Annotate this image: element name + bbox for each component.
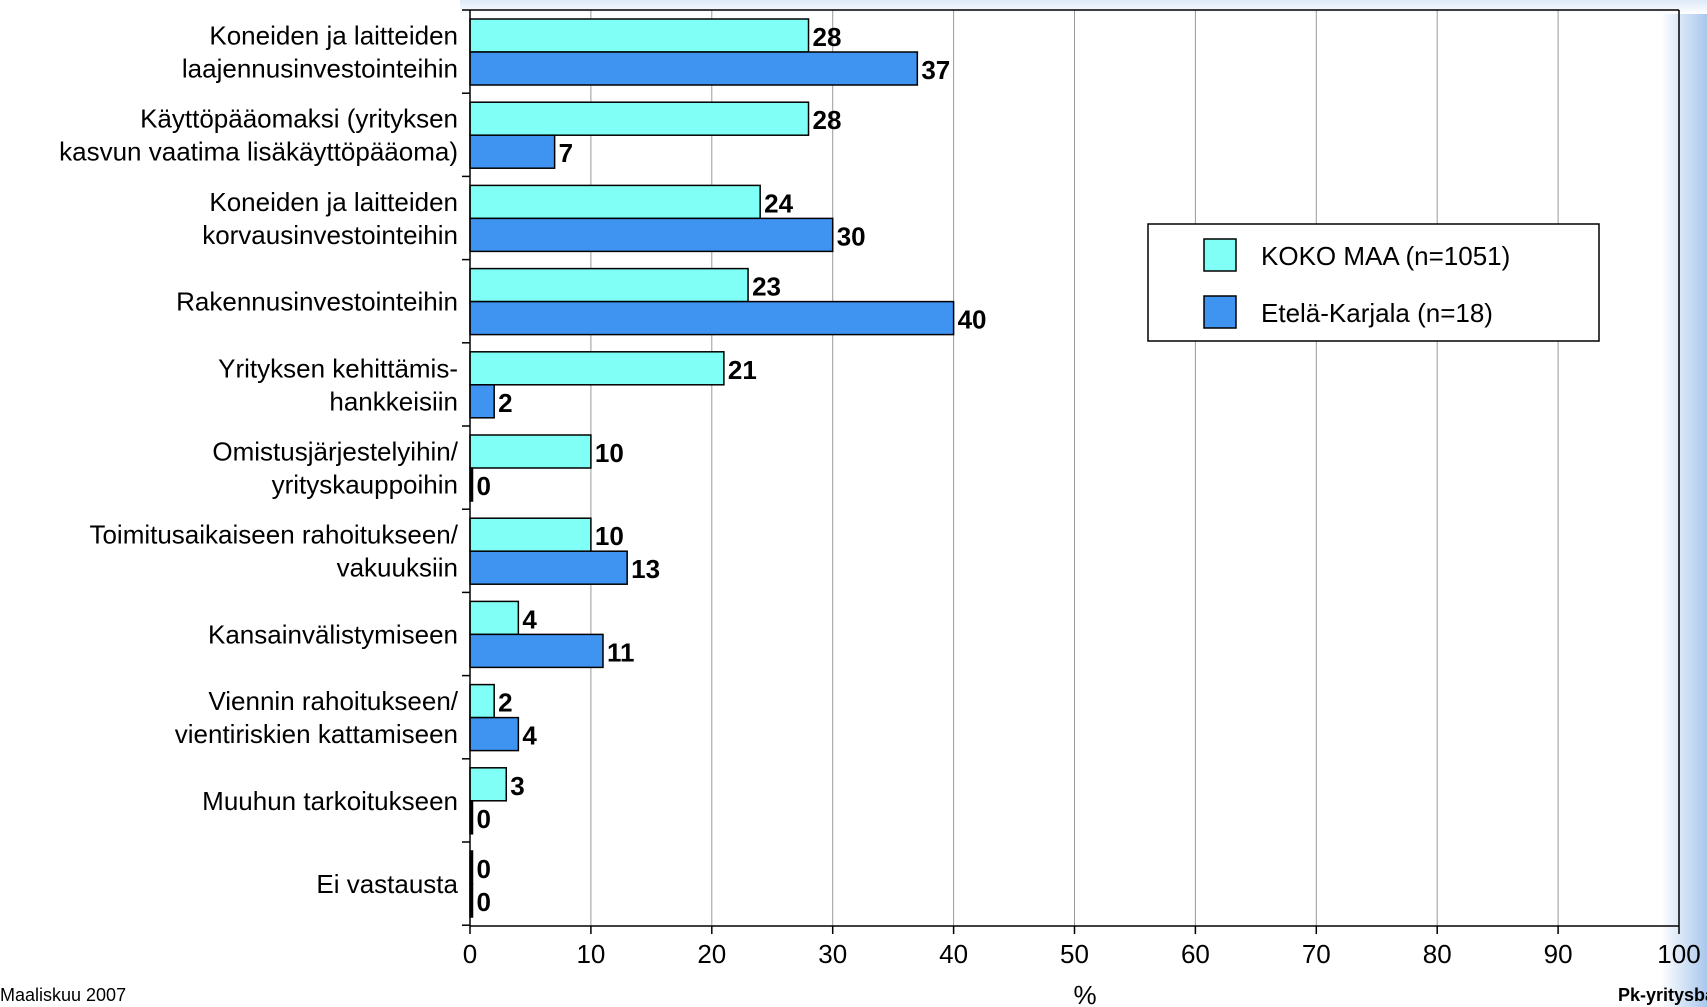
category-label: Muuhun tarkoitukseen: [202, 786, 458, 816]
bar: [469, 384, 495, 419]
data-label: 40: [958, 305, 987, 335]
data-label: 11: [607, 637, 635, 667]
bar: [469, 184, 761, 220]
grid-lines: [590, 10, 1680, 926]
x-tick-label: 80: [1423, 939, 1452, 969]
category-label: Omistusjärjestelyihin/: [212, 437, 458, 467]
data-label: 2: [498, 688, 512, 718]
data-label: 37: [921, 55, 950, 85]
legend: KOKO MAA (n=1051) Etelä-Karjala (n=18): [1147, 223, 1600, 342]
bar: [469, 351, 725, 386]
data-label: 4: [522, 721, 537, 751]
x-tick-label: 70: [1302, 939, 1331, 969]
x-axis-label: %: [1073, 980, 1096, 1007]
category-label: laajennusinvestointeihin: [182, 54, 458, 84]
x-tick-label: 10: [576, 939, 605, 969]
bars: [469, 18, 955, 918]
legend-swatch-etela-karjala: [1203, 295, 1237, 329]
x-tick-label: 60: [1181, 939, 1210, 969]
bar: [469, 300, 955, 336]
category-label: Koneiden ja laitteiden: [209, 21, 458, 51]
category-label: hankkeisiin: [329, 386, 458, 416]
bar: [469, 767, 508, 802]
x-tick-label: 20: [697, 939, 726, 969]
data-label: 7: [559, 138, 573, 168]
category-label: Koneiden ja laitteiden: [209, 187, 458, 217]
bar: [469, 716, 520, 752]
data-label: 3: [510, 771, 524, 801]
bar: [469, 600, 520, 636]
category-label: Toimitusaikaiseen rahoitukseen/: [89, 520, 458, 550]
data-label: 0: [477, 471, 491, 501]
bar: [469, 267, 749, 303]
legend-label-koko-maa: KOKO MAA (n=1051): [1261, 241, 1510, 271]
data-label: 30: [837, 221, 866, 251]
data-label: 28: [813, 22, 842, 52]
category-label: Käyttöpääomaksi (yrityksen: [140, 104, 458, 134]
category-label: Kansainvälistymiseen: [208, 619, 458, 649]
x-tick-label: 50: [1060, 939, 1089, 969]
category-label: vientiriskien kattamiseen: [175, 719, 458, 749]
bar: [469, 51, 919, 86]
data-label: 23: [752, 272, 781, 302]
bar: [469, 434, 592, 469]
category-label: Yrityksen kehittämis-: [218, 353, 458, 383]
legend-swatch-koko-maa: [1203, 238, 1237, 272]
data-label: 24: [764, 188, 793, 218]
data-label: 0: [477, 854, 491, 884]
category-label: Viennin rahoitukseen/: [208, 686, 458, 716]
legend-label-etela-karjala: Etelä-Karjala (n=18): [1261, 298, 1493, 328]
data-label: 4: [522, 604, 537, 634]
footer-date: Maaliskuu 2007: [0, 985, 127, 1005]
data-label: 10: [595, 521, 624, 551]
data-label: 13: [631, 554, 660, 584]
data-label: 28: [813, 105, 842, 135]
bar: [469, 633, 604, 669]
bar: [469, 550, 628, 585]
bar: [469, 101, 810, 136]
category-label: Ei vastausta: [316, 869, 458, 899]
background-gradient: [1661, 0, 1707, 1007]
x-tick-label: 100: [1657, 939, 1700, 969]
axes: [462, 9, 1680, 934]
bar: [469, 217, 834, 253]
data-label: 2: [498, 388, 512, 418]
category-label: kasvun vaatima lisäkäyttöpääoma): [59, 137, 458, 167]
bar: [469, 134, 556, 169]
x-tick-label: 0: [463, 939, 477, 969]
x-tick-label: 30: [818, 939, 847, 969]
bar: [469, 517, 592, 552]
data-label: 0: [477, 804, 491, 834]
x-tick-label: 40: [939, 939, 968, 969]
footer-source: Pk-yritysbarometri: [1618, 985, 1707, 1005]
data-label: 0: [477, 887, 491, 917]
data-label: 10: [595, 438, 624, 468]
x-tick-label: 90: [1544, 939, 1573, 969]
category-label: korvausinvestointeihin: [202, 220, 458, 250]
category-label: vakuuksiin: [337, 553, 458, 583]
category-label: yrityskauppoihin: [272, 470, 458, 500]
category-label: Rakennusinvestointeihin: [176, 287, 458, 317]
bar: [469, 683, 495, 719]
data-label: 21: [728, 355, 757, 385]
bar: [469, 18, 810, 53]
